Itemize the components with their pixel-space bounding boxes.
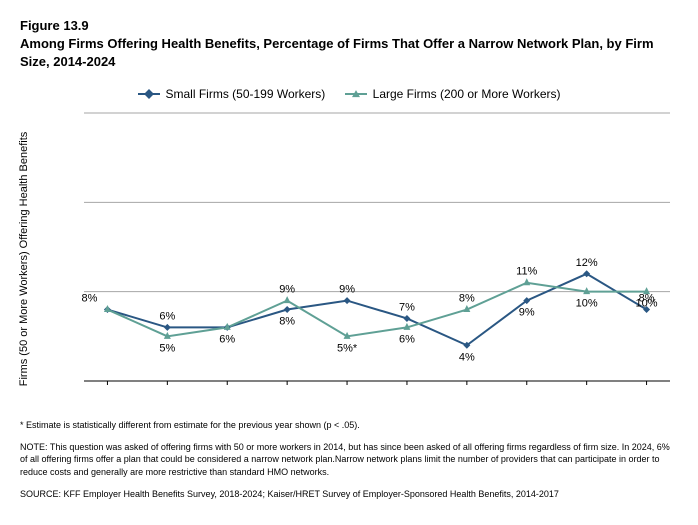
svg-text:9%: 9%: [339, 284, 355, 296]
svg-text:5%*: 5%*: [337, 342, 358, 354]
chart-area: Firms (50 or More Workers) Offering Heal…: [38, 109, 678, 409]
svg-text:7%: 7%: [399, 302, 415, 314]
legend-label-small: Small Firms (50-199 Workers): [166, 87, 326, 101]
figure-container: Figure 13.9 Among Firms Offering Health …: [0, 0, 698, 525]
svg-text:8%: 8%: [82, 293, 98, 305]
chart-svg: 0%10%20%30%20142015201620172018201920202…: [80, 109, 674, 385]
legend-swatch-small: [138, 93, 160, 95]
svg-text:6%: 6%: [399, 333, 415, 345]
svg-text:4%: 4%: [459, 351, 475, 363]
legend: Small Firms (50-199 Workers) Large Firms…: [20, 84, 678, 101]
figure-title: Among Firms Offering Health Benefits, Pe…: [20, 35, 678, 70]
svg-text:9%: 9%: [279, 284, 295, 296]
legend-item-large-firms: Large Firms (200 or More Workers): [345, 87, 561, 101]
svg-text:5%: 5%: [159, 342, 175, 354]
y-axis-label: Firms (50 or More Workers) Offering Heal…: [18, 132, 30, 387]
footnote-note: NOTE: This question was asked of offerin…: [20, 441, 678, 477]
figure-number: Figure 13.9: [20, 18, 678, 33]
svg-text:8%: 8%: [279, 316, 295, 328]
svg-text:9%: 9%: [519, 307, 535, 319]
svg-text:8%: 8%: [459, 293, 475, 305]
plot-area: 0%10%20%30%20142015201620172018201920202…: [80, 109, 674, 385]
legend-item-small-firms: Small Firms (50-199 Workers): [138, 87, 326, 101]
footnote-significance: * Estimate is statistically different fr…: [20, 419, 678, 431]
svg-text:12%: 12%: [576, 257, 598, 269]
legend-swatch-large: [345, 93, 367, 95]
footnote-source: SOURCE: KFF Employer Health Benefits Sur…: [20, 488, 678, 500]
svg-text:10%: 10%: [576, 298, 598, 310]
legend-label-large: Large Firms (200 or More Workers): [373, 87, 561, 101]
svg-text:6%: 6%: [219, 333, 235, 345]
svg-text:10%: 10%: [636, 298, 658, 310]
svg-text:6%: 6%: [159, 310, 175, 322]
svg-text:11%: 11%: [516, 266, 537, 278]
